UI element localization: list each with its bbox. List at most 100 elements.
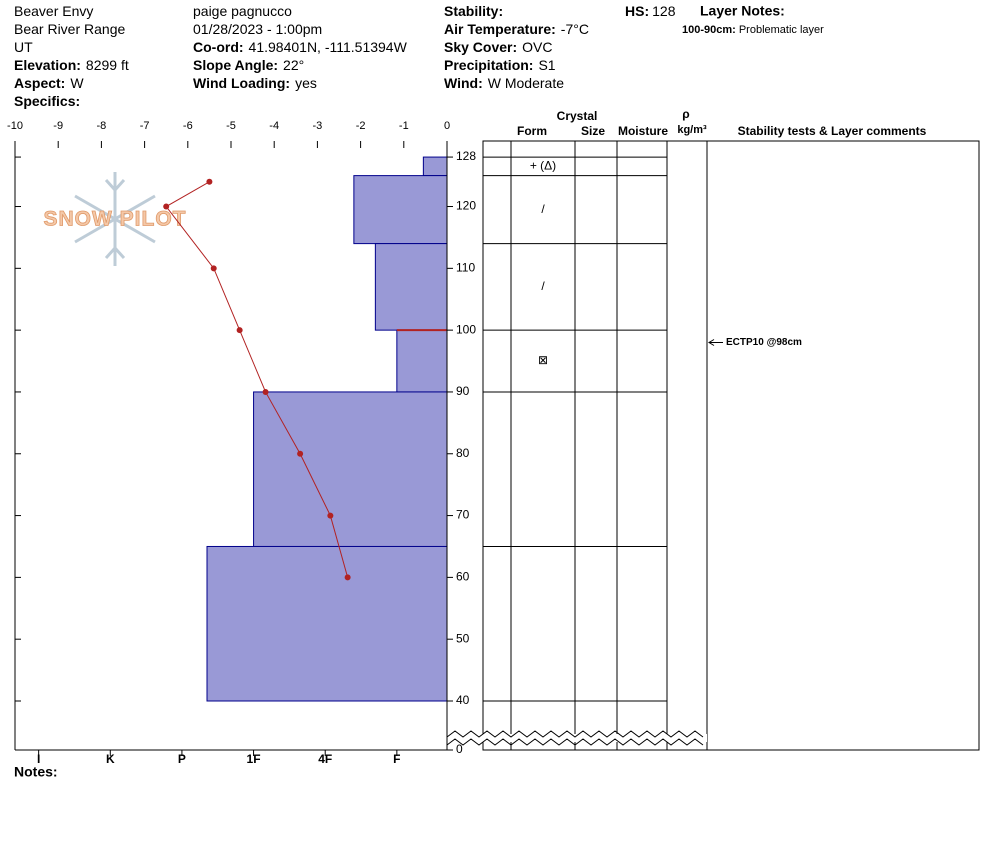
column-header: kg/m³ [677, 124, 707, 136]
column-header: ρ [682, 107, 689, 121]
temperature-point [344, 574, 351, 581]
header-field: 01/28/2023 - 1:00pm [193, 21, 322, 37]
grain-form: / [541, 202, 545, 216]
x-tick-label: -4 [269, 120, 279, 132]
y-tick-label: 0 [456, 742, 463, 756]
grain-form: / [541, 279, 545, 293]
break-line [446, 730, 704, 738]
hardness-tick-label: 4F [318, 752, 332, 766]
temperature-point [327, 512, 334, 519]
x-tick-label: -8 [97, 120, 107, 132]
column-header: Stability tests & Layer comments [738, 124, 927, 138]
header-field: Specifics: [14, 93, 80, 109]
x-tick-label: -6 [183, 120, 193, 132]
header-field: Wind Loading: yes [193, 75, 317, 91]
temperature-line [165, 181, 349, 578]
y-tick-label: 40 [456, 693, 470, 707]
temperature-point [262, 388, 269, 395]
hardness-tick-label: 1F [247, 752, 261, 766]
field-label: Sky Cover: [444, 39, 517, 55]
y-tick-label: 80 [456, 446, 470, 460]
grid-box [482, 140, 980, 751]
grain-form: ⊠ [538, 353, 548, 367]
field-label: Stability: [444, 3, 503, 19]
field-label: Elevation: [14, 57, 81, 73]
column-header: Form [517, 124, 547, 138]
y-tick-label: 90 [456, 384, 470, 398]
layer-notes-title: Layer Notes: [700, 3, 785, 19]
column-header: Crystal [557, 109, 598, 123]
hardness-layer [206, 545, 448, 702]
hs-value: 128 [652, 3, 676, 19]
field-label: Aspect: [14, 75, 65, 91]
header-field: Bear River Range [14, 21, 125, 37]
header-field: Co-ord: 41.98401N, -111.51394W [193, 39, 408, 55]
header-field: Sky Cover: OVC [444, 39, 553, 55]
x-tick-label: -2 [356, 120, 366, 132]
field-label: Wind Loading: [193, 75, 290, 91]
field-label: Precipitation: [444, 57, 533, 73]
field-value: yes [295, 75, 317, 91]
logo-text: SNOW PILOT [44, 208, 187, 231]
x-tick-label: -10 [7, 120, 23, 132]
logo [74, 172, 156, 266]
field-value: 41.98401N, -111.51394W [249, 39, 408, 55]
temperature-point [163, 203, 170, 210]
header-field: Air Temperature: -7°C [444, 21, 589, 37]
notes-label: Notes: [14, 764, 58, 780]
test-arrow-head [708, 339, 715, 346]
x-tick-label: -1 [399, 120, 409, 132]
y-tick-label: 128 [456, 149, 476, 163]
header-field: UT [14, 39, 33, 55]
hardness-layer [422, 156, 448, 177]
y-tick-label: 60 [456, 570, 470, 584]
header-field: Beaver Envy [14, 3, 93, 19]
field-label: Air Temperature: [444, 21, 556, 37]
field-value: W [70, 75, 84, 91]
hardness-layer [253, 391, 448, 547]
field-value: S1 [538, 57, 555, 73]
field-value: -7°C [561, 21, 589, 37]
field-label: Co-ord: [193, 39, 244, 55]
y-tick-label: 50 [456, 631, 470, 645]
hardness-tick-label: I [37, 752, 40, 766]
test-label: ECTP10 @98cm [726, 337, 802, 348]
hs: HS: 128 [625, 3, 676, 19]
field-value: 22° [283, 57, 304, 73]
field-text: Beaver Envy [14, 3, 93, 19]
field-label: Wind: [444, 75, 483, 91]
header-field: Stability: [444, 3, 503, 19]
layer-note-text: Problematic layer [739, 24, 824, 36]
header-field: Aspect: W [14, 75, 84, 91]
x-tick-label: -3 [313, 120, 323, 132]
column-header: Size [581, 124, 605, 138]
logo-flake [104, 245, 126, 260]
field-value: 8299 ft [86, 57, 129, 73]
field-value: OVC [522, 39, 552, 55]
temperature-point [210, 265, 217, 272]
header-field: Wind: W Moderate [444, 75, 564, 91]
hs-label: HS: [625, 3, 649, 19]
hardness-tick-label: F [393, 752, 400, 766]
x-tick-label: -7 [140, 120, 150, 132]
hardness-layer [353, 175, 448, 245]
field-text: Bear River Range [14, 21, 125, 37]
field-text: UT [14, 39, 33, 55]
layer-note-range: 100-90cm: [682, 24, 736, 36]
header-field: Precipitation: S1 [444, 57, 556, 73]
logo-flake [104, 178, 126, 193]
header-field: Elevation: 8299 ft [14, 57, 129, 73]
y-tick-label: 100 [456, 322, 476, 336]
header-field: paige pagnucco [193, 3, 292, 19]
temperature-point [206, 178, 213, 185]
logo-flake [74, 194, 156, 244]
y-tick-label: 70 [456, 508, 470, 522]
field-label: Slope Angle: [193, 57, 278, 73]
hardness-tick-label: K [106, 752, 115, 766]
hardness-tick-label: P [178, 752, 186, 766]
x-tick-label: -5 [226, 120, 236, 132]
header-field: Slope Angle: 22° [193, 57, 304, 73]
layer-note: 100-90cm: Problematic layer [682, 24, 824, 36]
field-text: paige pagnucco [193, 3, 292, 19]
